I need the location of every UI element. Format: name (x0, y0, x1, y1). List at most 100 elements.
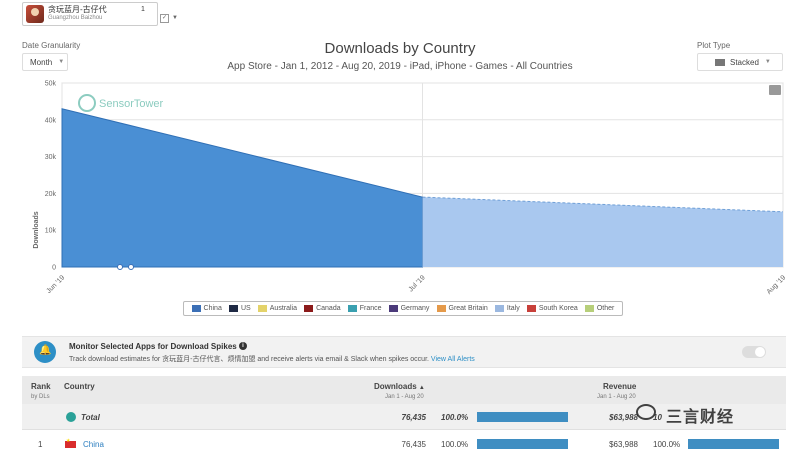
area-china-partial-line (422, 196, 784, 213)
total-revenue-pct: 10 (653, 413, 662, 422)
china-flag-icon (65, 438, 76, 448)
chart-subtitle: App Store - Jan 1, 2012 - Aug 20, 2019 -… (227, 61, 573, 72)
legend-label: US (240, 305, 251, 312)
y-tick-label: 50k (45, 81, 57, 88)
total-downloads: 76,435 (401, 413, 426, 422)
row-downloads-pct: 100.0% (441, 440, 469, 449)
table-row-total (22, 404, 786, 430)
bell-icon (34, 341, 56, 363)
app-developer: Guangzhou Baizhou (48, 15, 103, 21)
legend-label: Germany (400, 305, 430, 312)
x-tick-label: Jul '19 (408, 274, 427, 293)
legend-label: China (203, 305, 222, 312)
downloads-header[interactable]: Downloads ▲ (374, 382, 425, 391)
legend-item[interactable]: France (347, 305, 382, 312)
total-revenue: $63,988 (609, 413, 638, 422)
chevron-down-icon[interactable]: ▼ (172, 15, 178, 21)
table-row[interactable] (22, 432, 786, 452)
export-icon (769, 85, 781, 95)
app-checkbox[interactable]: ✓ (160, 14, 169, 23)
downloads-subheader: Jan 1 - Aug 20 (385, 394, 424, 400)
legend-item[interactable]: China (191, 305, 222, 312)
chevron-down-icon: ▼ (58, 59, 65, 65)
event-marker (128, 264, 134, 270)
svg-text:SensorTower: SensorTower (99, 98, 164, 110)
x-tick-label: Aug '19 (766, 274, 788, 296)
legend-item[interactable]: Other (584, 305, 615, 312)
view-all-alerts-link[interactable]: View All Alerts (430, 356, 475, 363)
app-name: 贪玩蓝月-古仔代 (48, 5, 107, 14)
legend-item[interactable]: Australia (257, 305, 297, 312)
legend-swatch (388, 305, 398, 312)
chevron-down-icon: ▼ (764, 59, 771, 65)
stacked-chart-icon (715, 58, 725, 66)
granularity-dropdown[interactable]: Month ▼ (22, 53, 68, 71)
legend-swatch (347, 305, 357, 312)
legend-label: Australia (269, 305, 297, 312)
chart-title: Downloads by Country (324, 40, 476, 57)
app-selector-chip[interactable]: 贪玩蓝月-古仔代 Guangzhou Baizhou 1 ✓ ▼ (22, 2, 178, 26)
apple-platform-badge: 1 (141, 6, 145, 13)
row-revenue: $63,988 (609, 440, 638, 449)
legend-item[interactable]: Germany (388, 305, 430, 312)
total-label: Total (81, 413, 100, 422)
legend-item[interactable]: Italy (494, 305, 520, 312)
y-tick-label: 20k (45, 191, 57, 198)
legend-swatch (494, 305, 504, 312)
area-china-partial (422, 197, 783, 267)
y-tick-label: 10k (45, 228, 57, 235)
table-header (22, 376, 786, 404)
monitor-banner (22, 336, 786, 368)
revenue-subheader: Jan 1 - Aug 20 (597, 394, 636, 400)
legend-label: Canada (316, 305, 341, 312)
legend-swatch (584, 305, 594, 312)
legend-label: Other (596, 305, 615, 312)
row-revenue-bar (688, 439, 779, 449)
row-rank: 1 (38, 440, 43, 449)
rank-header[interactable]: Rank (31, 382, 51, 391)
y-tick-label: 30k (45, 154, 57, 161)
legend-item[interactable]: US (228, 305, 251, 312)
monitor-title: Monitor Selected Apps for Download Spike… (69, 342, 237, 351)
revenue-header[interactable]: Revenue (603, 382, 637, 391)
legend-label: Italy (506, 305, 520, 312)
x-axis-ticks: Jun '19 Jul '19 Aug '19 (45, 274, 787, 296)
row-country-link[interactable]: China (83, 440, 104, 449)
legend-swatch (257, 305, 267, 312)
legend-swatch (304, 305, 314, 312)
legend-swatch (436, 305, 446, 312)
legend-swatch (191, 305, 201, 312)
sensortower-watermark: SensorTower (78, 94, 164, 112)
legend-swatch (526, 305, 536, 312)
legend-swatch (228, 305, 238, 312)
monitor-description: Track download estimates for 贪玩蓝月-古仔代言、烦… (69, 356, 475, 363)
downloads-chart: 0 10k 20k 30k 40k 50k Jun '19 Jul '19 Aug '19 D… (33, 81, 787, 296)
country-header[interactable]: Country (64, 382, 95, 391)
globe-icon (66, 412, 76, 422)
wechat-logo-icon (636, 404, 656, 420)
row-downloads-bar (477, 439, 568, 449)
sort-asc-icon: ▲ (418, 385, 425, 391)
y-tick-label: 0 (52, 265, 56, 272)
corner-watermark: 三言财经 (666, 409, 735, 426)
chart-legend: China US Australia Canada France Germany Great… (183, 301, 623, 316)
app-icon (26, 5, 44, 23)
monitor-toggle[interactable] (742, 346, 766, 358)
legend-label: Great Britain (448, 305, 488, 312)
row-downloads: 76,435 (401, 440, 426, 449)
legend-item[interactable]: South Korea (526, 305, 578, 312)
row-revenue-pct: 100.0% (653, 440, 681, 449)
total-downloads-bar (477, 412, 568, 422)
legend-item[interactable]: Great Britain (436, 305, 488, 312)
chart-areas (61, 108, 784, 270)
granularity-label: Date Granularity (22, 41, 81, 50)
x-tick-label: Jun '19 (45, 274, 66, 295)
y-tick-label: 40k (45, 117, 57, 124)
legend-item[interactable]: Canada (304, 305, 341, 312)
plot-type-label: Plot Type (697, 41, 731, 50)
info-icon[interactable]: i (239, 342, 247, 350)
y-axis-label: Downloads (33, 211, 40, 248)
total-downloads-pct: 100.0% (441, 413, 469, 422)
plot-type-dropdown[interactable]: Stacked ▼ (697, 53, 783, 71)
legend-label: France (359, 305, 382, 312)
